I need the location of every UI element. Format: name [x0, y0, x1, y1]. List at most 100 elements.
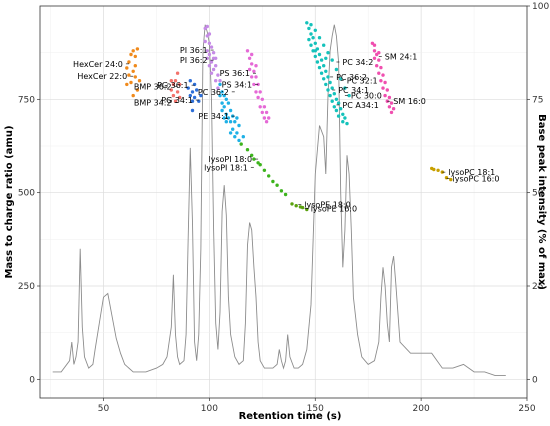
annotation-label: HexCer 22:0 [77, 72, 127, 81]
point-pe [224, 120, 228, 124]
x-tick-label: 200 [413, 404, 430, 414]
point-lysopc [432, 167, 436, 172]
annotation-label: PI 36:1 [180, 46, 208, 55]
point-pc [336, 101, 341, 105]
annotation-label: BMP 34:2 [134, 98, 172, 107]
point-hexcer [129, 80, 133, 85]
point-pc [336, 114, 341, 118]
annotation-label: lysoPI 18:1 [204, 163, 248, 172]
point-hexcer [125, 66, 129, 70]
point-hexcer [133, 63, 137, 68]
point-bmp [169, 79, 173, 83]
point-pc [345, 121, 349, 126]
point-pc [343, 116, 347, 120]
point-pc [313, 41, 317, 45]
point-pi [203, 39, 207, 44]
point-hexcer [131, 49, 135, 53]
point-pe [237, 123, 241, 128]
point-pc [341, 120, 345, 124]
y-tick-label: 250 [18, 282, 35, 292]
point-sm [379, 65, 383, 70]
annotation-label: lysoPI 18:0 [208, 155, 252, 164]
point-pc [328, 93, 332, 98]
point-pc [309, 23, 313, 27]
point-ps [250, 52, 254, 57]
point-sm [389, 101, 394, 105]
annotation-label: PG 34:1 [161, 96, 193, 105]
point-pc [334, 108, 339, 113]
point-pg [195, 88, 199, 92]
point-hexcer [129, 52, 133, 57]
point-ps [258, 90, 262, 94]
point-pg [199, 93, 203, 98]
point-ps [267, 116, 271, 120]
point-pc [332, 92, 336, 96]
point-sm [385, 88, 389, 92]
point-pe [228, 108, 233, 113]
annotation-label: PC A34:1 [342, 101, 378, 110]
point-ps [247, 56, 252, 60]
annotation-label: BMP 36:2 [134, 82, 172, 91]
point-pe [222, 93, 226, 98]
scatter-points [125, 21, 453, 212]
point-hexcer [135, 47, 140, 51]
point-lysope [300, 205, 305, 210]
point-sm [381, 86, 385, 90]
point-pi [207, 32, 212, 36]
point-pi [209, 45, 214, 49]
x-tick-label: 150 [307, 404, 324, 414]
y-tick-label: 0 [29, 375, 35, 385]
point-ps [250, 75, 254, 79]
point-pe [220, 101, 224, 105]
point-pi [207, 41, 212, 45]
y2-tick-label: 25 [532, 282, 543, 292]
point-pc [309, 43, 313, 47]
annotation-label: PC 32:1 [347, 77, 378, 86]
point-pc [322, 63, 326, 68]
x-tick-label: 250 [518, 404, 535, 414]
point-pc [326, 88, 330, 92]
point-pc [307, 26, 311, 31]
point-pc [309, 32, 313, 36]
point-pc [317, 36, 322, 40]
point-ps [262, 116, 267, 120]
point-hexcer [135, 88, 140, 92]
point-ps [247, 67, 252, 72]
point-pi [216, 73, 220, 77]
point-hexcer [133, 75, 137, 79]
point-bmp [178, 95, 182, 100]
point-bmp [178, 82, 182, 87]
point-ps [252, 82, 256, 87]
point-ps [262, 105, 267, 109]
point-pe [233, 135, 237, 139]
annotation-label: PC 36:2 [336, 73, 367, 82]
point-bmp [169, 88, 173, 92]
point-pc [317, 65, 322, 70]
annotation-label: lysoPC 16:0 [453, 175, 500, 184]
point-pi [214, 56, 218, 60]
point-hexcer [127, 60, 131, 64]
point-hexcer [127, 73, 131, 77]
point-sm [381, 73, 385, 77]
annotation-label: SM 24:1 [385, 52, 418, 61]
point-pe [220, 90, 224, 94]
point-pe [226, 116, 231, 120]
point-ps [260, 110, 264, 115]
point-pc [330, 58, 334, 62]
point-pc [307, 37, 311, 42]
annotation-label: PI 36:2 [180, 56, 208, 65]
annotation-label: SM 16:0 [393, 97, 426, 106]
chromatogram-trace [52, 24, 506, 377]
point-hexcer [133, 54, 137, 59]
point-pi [218, 79, 222, 83]
point-lysope [294, 204, 298, 208]
point-pe [233, 120, 237, 124]
y-tick-label: 750 [18, 95, 35, 105]
point-ps [258, 105, 262, 109]
point-hexcer [131, 69, 135, 74]
point-bmp [171, 93, 176, 98]
annotation-label: lysoPE 18:0 [304, 201, 350, 210]
point-pe [222, 105, 226, 109]
point-pc [313, 49, 317, 53]
